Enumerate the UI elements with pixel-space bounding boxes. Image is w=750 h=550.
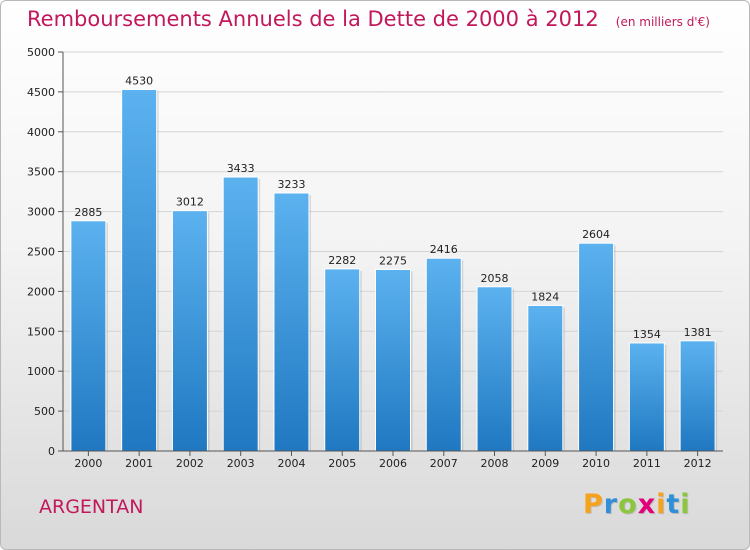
data-label-2007: 2416 xyxy=(430,243,458,256)
bar-2006 xyxy=(375,268,411,452)
data-label-2012: 1381 xyxy=(684,326,712,339)
bar-2001 xyxy=(121,89,158,452)
chart-title: Remboursements Annuels de la Dette de 20… xyxy=(27,7,710,31)
logo-letter: i xyxy=(680,489,691,520)
data-label-2010: 2604 xyxy=(582,228,610,241)
data-label-2004: 3233 xyxy=(277,178,305,191)
logo-letter: r xyxy=(603,489,619,520)
data-label-2008: 2058 xyxy=(481,272,509,285)
logo-letter: x xyxy=(637,489,657,520)
data-label-2000: 2885 xyxy=(74,206,102,219)
y-tick-label: 0 xyxy=(48,445,55,458)
x-tick-label-2002: 2002 xyxy=(176,457,204,470)
y-tick-label: 2000 xyxy=(27,285,55,298)
y-tick-label: 1000 xyxy=(27,365,55,378)
data-label-2005: 2282 xyxy=(328,254,356,267)
y-tick-label: 500 xyxy=(34,405,55,418)
data-label-2001: 4530 xyxy=(125,75,153,88)
bar-2003 xyxy=(222,176,259,452)
bar-2008 xyxy=(476,286,513,452)
y-tick-label: 2500 xyxy=(27,246,55,259)
data-label-2002: 3012 xyxy=(176,196,204,209)
bar-2000 xyxy=(70,220,107,452)
y-tick-label: 4000 xyxy=(27,126,55,139)
x-axis: 2000 2001 2002 2003 2004 2005 2006 2007 2008 2009… xyxy=(63,450,723,470)
x-tick-label-2006: 2006 xyxy=(379,457,407,470)
x-tick-label-2003: 2003 xyxy=(227,457,255,470)
x-tick-label-2004: 2004 xyxy=(277,457,305,470)
y-tick-label: 1500 xyxy=(27,325,55,338)
logo-letter: P xyxy=(583,489,604,520)
x-tick-label-2000: 2000 xyxy=(74,457,102,470)
chart-title-unit: (en milliers d'€) xyxy=(615,15,710,29)
data-label-2006: 2275 xyxy=(379,254,407,267)
x-tick-label-2008: 2008 xyxy=(481,457,509,470)
bars xyxy=(70,89,718,452)
data-label-2009: 1824 xyxy=(531,290,559,303)
bar-2012 xyxy=(679,340,716,452)
y-tick-label: 5000 xyxy=(27,46,55,59)
bar-2004 xyxy=(273,192,310,452)
proxiti-logo: Proxiti xyxy=(583,489,691,520)
x-tick-label-2001: 2001 xyxy=(125,457,153,470)
x-tick-label-2005: 2005 xyxy=(328,457,356,470)
logo-letter: t xyxy=(666,489,681,520)
y-axis: 0 500 1000 1500 2000 2500 3000 3500 4000 4500 5000 xyxy=(27,46,64,458)
chart-title-main: Remboursements Annuels de la Dette de 20… xyxy=(27,7,599,31)
bar-2009 xyxy=(527,304,564,452)
y-tick-label: 4500 xyxy=(27,86,55,99)
y-tick-label: 3000 xyxy=(27,206,55,219)
data-label-2003: 3433 xyxy=(227,162,255,175)
logo-letter: o xyxy=(618,489,638,520)
data-label-2011: 1354 xyxy=(633,328,661,341)
data-labels: 2885 4530 3012 3433 3233 2282 2275 2416 2058 1824… xyxy=(74,75,711,341)
bar-2010 xyxy=(578,242,615,452)
x-tick-label-2010: 2010 xyxy=(582,457,610,470)
bar-2005 xyxy=(324,268,361,452)
y-tick-label: 3500 xyxy=(27,166,55,179)
x-tick-label-2007: 2007 xyxy=(430,457,458,470)
x-tick-label-2011: 2011 xyxy=(633,457,661,470)
bar-2002 xyxy=(171,210,208,452)
bar-2007 xyxy=(425,257,462,452)
x-tick-label-2012: 2012 xyxy=(684,457,712,470)
bar-2011 xyxy=(628,342,665,452)
logo-letter: i xyxy=(656,489,667,520)
place-name: ARGENTAN xyxy=(39,496,144,518)
x-tick-label-2009: 2009 xyxy=(531,457,559,470)
